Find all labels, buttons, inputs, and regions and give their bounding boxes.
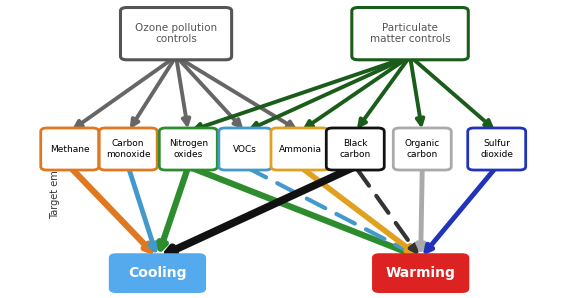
Text: Target emissions: Target emissions [50,137,60,219]
FancyBboxPatch shape [219,128,272,170]
FancyBboxPatch shape [352,7,468,60]
FancyBboxPatch shape [271,128,329,170]
FancyBboxPatch shape [99,128,157,170]
Text: Organic
carbon: Organic carbon [405,139,440,159]
Text: Particulate
matter controls: Particulate matter controls [370,23,450,44]
Text: Nitrogen
oxides: Nitrogen oxides [169,139,208,159]
FancyBboxPatch shape [120,7,232,60]
FancyBboxPatch shape [393,128,451,170]
Text: Black
carbon: Black carbon [340,139,371,159]
Text: Sulfur
dioxide: Sulfur dioxide [480,139,513,159]
FancyBboxPatch shape [110,254,205,292]
FancyBboxPatch shape [160,128,217,170]
FancyBboxPatch shape [40,128,99,170]
Text: Carbon
monoxide: Carbon monoxide [106,139,150,159]
Text: VOCs: VOCs [234,145,257,153]
FancyBboxPatch shape [468,128,526,170]
Text: Methane: Methane [50,145,90,153]
Text: Ozone pollution
controls: Ozone pollution controls [135,23,217,44]
FancyBboxPatch shape [373,254,468,292]
Text: Warming: Warming [386,266,455,280]
Text: Ammonia: Ammonia [279,145,321,153]
FancyBboxPatch shape [326,128,384,170]
Text: Cooling: Cooling [128,266,187,280]
